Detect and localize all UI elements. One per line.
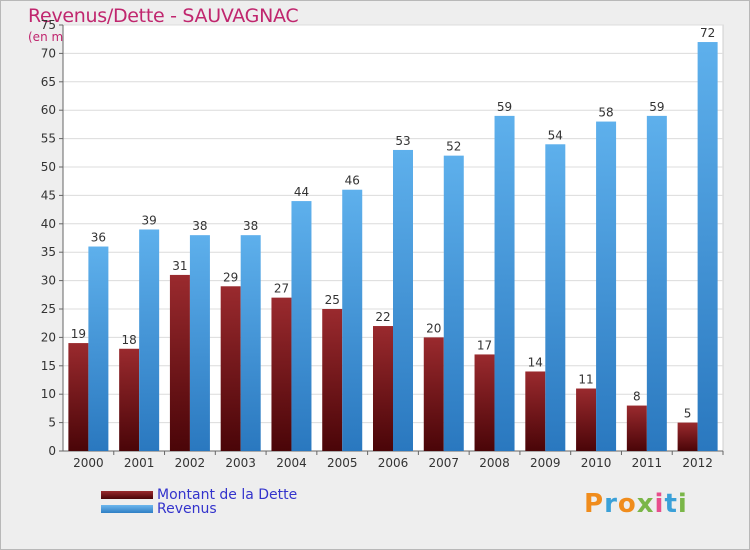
logo-letter: r (604, 489, 618, 519)
dette-bar (169, 274, 190, 451)
dette-bar (677, 422, 698, 451)
legend-label-revenus: Revenus (157, 501, 217, 517)
revenus-bar (189, 235, 210, 451)
logo-letter: i (654, 489, 665, 519)
y-tick-label: 45 (41, 188, 56, 202)
revenus-data-label: 58 (598, 106, 613, 120)
revenus-bar (240, 235, 261, 451)
revenus-data-label: 54 (548, 128, 563, 142)
x-tick-label: 2010 (581, 456, 612, 470)
y-tick-label: 70 (41, 46, 56, 60)
y-tick-label: 75 (41, 18, 56, 32)
dette-data-label: 25 (325, 293, 340, 307)
revenus-bar (443, 155, 464, 451)
legend-label-dette: Montant de la Dette (157, 487, 298, 503)
chart-title: Revenus/Dette - SAUVAGNAC (28, 5, 299, 27)
dette-bar (626, 405, 647, 451)
revenus-bar (291, 201, 312, 451)
revenus-bar (697, 42, 718, 451)
revenus-data-label: 38 (192, 219, 207, 233)
dette-data-label: 22 (375, 310, 390, 324)
y-tick-label: 40 (41, 217, 56, 231)
dette-data-label: 14 (528, 355, 543, 369)
x-tick-label: 2012 (682, 456, 713, 470)
y-tick-label: 25 (41, 302, 56, 316)
revenus-data-label: 39 (142, 213, 157, 227)
y-tick-label: 60 (41, 103, 56, 117)
dette-data-label: 18 (122, 333, 137, 347)
revenus-bar (494, 115, 515, 451)
x-tick-label: 2008 (479, 456, 510, 470)
dette-bar (220, 286, 241, 451)
x-tick-label: 2006 (378, 456, 409, 470)
dette-bar (576, 388, 597, 451)
dette-bar (271, 297, 292, 451)
revenus-data-label: 59 (649, 100, 664, 114)
revenus-data-label: 44 (294, 185, 309, 199)
revenus-bar (393, 149, 413, 451)
dette-bar (474, 354, 495, 451)
y-tick-label: 35 (41, 245, 56, 259)
dette-data-label: 11 (578, 373, 593, 387)
x-tick-label: 2005 (327, 456, 358, 470)
x-tick-label: 2000 (73, 456, 104, 470)
x-tick-label: 2002 (175, 456, 206, 470)
x-tick-label: 2003 (225, 456, 256, 470)
dette-bar (68, 343, 89, 451)
dette-data-label: 5 (684, 407, 692, 421)
dette-data-label: 17 (477, 338, 492, 352)
revenus-data-label: 53 (395, 134, 410, 148)
dette-bar (423, 337, 444, 451)
legend-item-revenus: Revenus (101, 502, 217, 516)
revenus-data-label: 36 (91, 231, 106, 245)
x-tick-label: 2011 (632, 456, 663, 470)
logo-letter: x (636, 489, 655, 519)
y-tick-label: 55 (41, 132, 56, 146)
revenus-data-label: 59 (497, 100, 512, 114)
dette-bar (373, 326, 393, 451)
y-tick-label: 20 (41, 330, 56, 344)
revenus-data-label: 72 (700, 26, 715, 40)
dette-bar (322, 309, 343, 451)
revenus-bar (646, 115, 667, 451)
x-tick-label: 2001 (124, 456, 155, 470)
y-tick-label: 15 (41, 359, 56, 373)
dette-data-label: 29 (223, 270, 238, 284)
revenus-data-label: 46 (345, 174, 360, 188)
dette-bar (119, 348, 140, 451)
revenus-bar (88, 246, 109, 451)
legend-swatch-dette (101, 491, 153, 499)
revenus-bar (545, 144, 566, 451)
logo-letter: i (677, 489, 688, 519)
y-tick-label: 5 (48, 416, 56, 430)
logo-letter: t (664, 489, 678, 519)
revenus-data-label: 38 (243, 219, 258, 233)
logo-letter: P (584, 489, 605, 519)
x-tick-label: 2004 (276, 456, 307, 470)
x-tick-label: 2009 (530, 456, 561, 470)
dette-data-label: 27 (274, 282, 289, 296)
dette-data-label: 31 (172, 259, 187, 273)
x-tick-label: 2007 (428, 456, 459, 470)
y-tick-label: 65 (41, 75, 56, 89)
dette-data-label: 19 (71, 327, 86, 341)
dette-data-label: 8 (633, 390, 641, 404)
y-tick-label: 0 (48, 444, 56, 458)
y-tick-label: 30 (41, 274, 56, 288)
legend-swatch-revenus (101, 505, 153, 513)
dette-data-label: 20 (426, 321, 441, 335)
y-tick-label: 50 (41, 160, 56, 174)
revenus-data-label: 52 (446, 140, 461, 154)
revenus-bar (342, 189, 363, 451)
dette-bar (525, 371, 546, 451)
proxiti-logo: Proxiti (584, 489, 688, 519)
legend-item-dette: Montant de la Dette (101, 488, 297, 502)
revenus-bar (596, 121, 617, 451)
y-tick-label: 10 (41, 387, 56, 401)
logo-letter: o (617, 489, 637, 519)
revenus-bar (139, 229, 160, 451)
